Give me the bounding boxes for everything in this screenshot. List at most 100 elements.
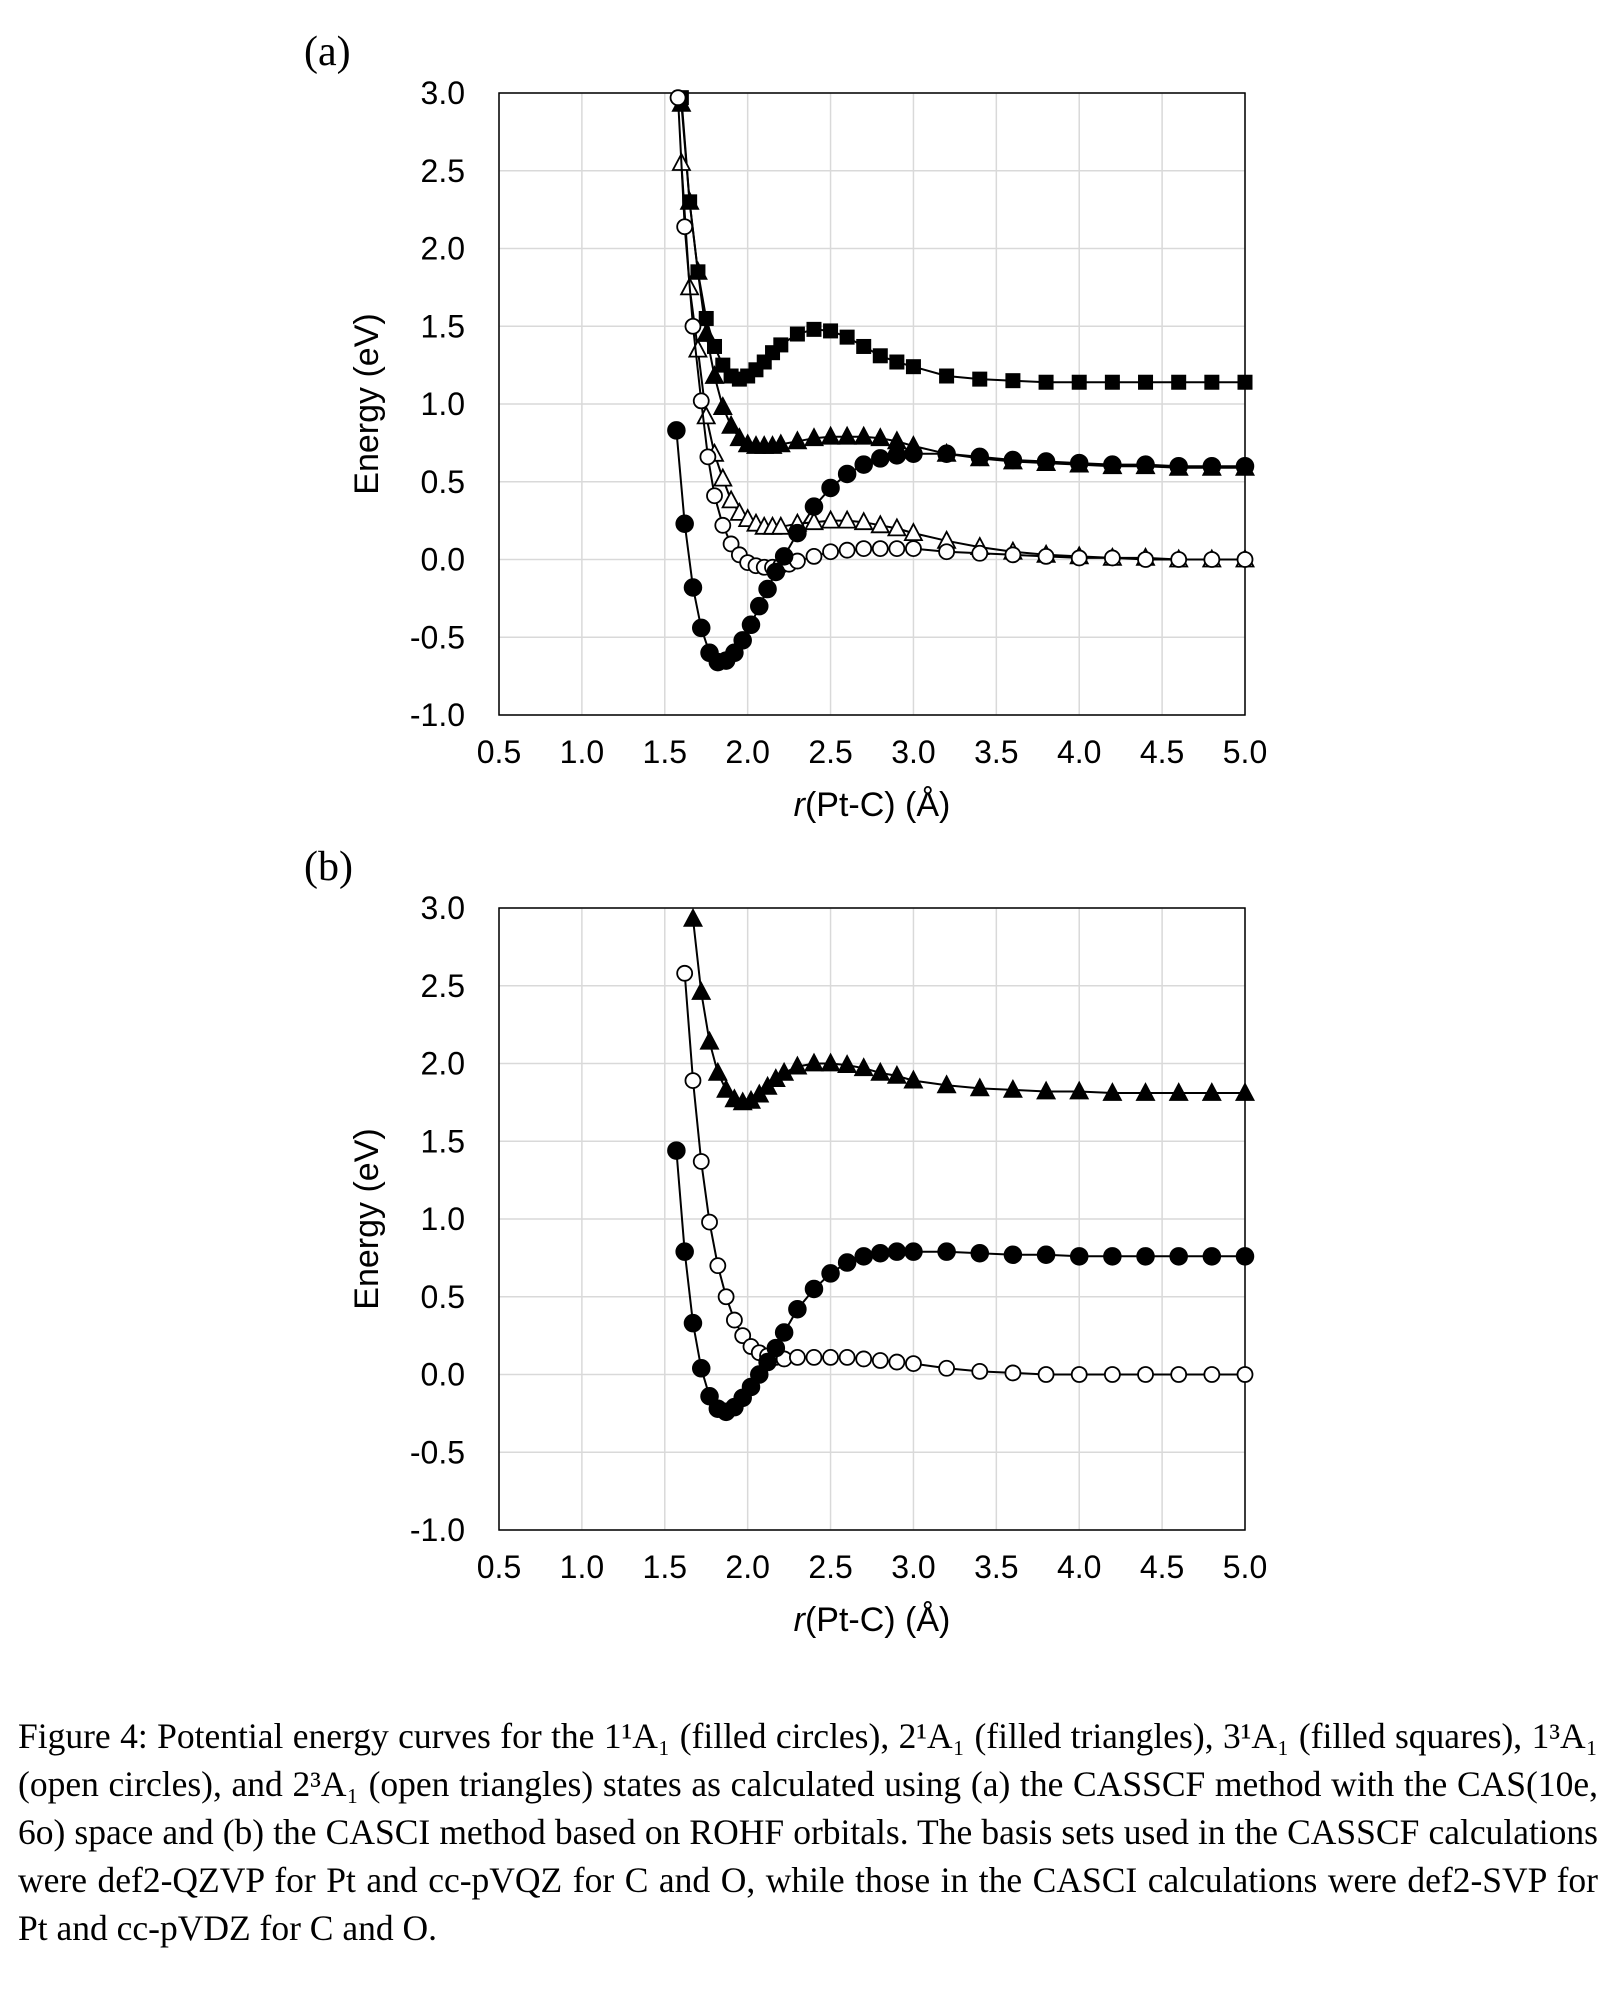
plot-frame bbox=[498, 92, 1246, 716]
data-point-filled-square bbox=[856, 338, 872, 354]
data-point-open-circle bbox=[822, 1348, 839, 1366]
data-point-filled-square bbox=[972, 371, 988, 387]
data-point-filled-triangle bbox=[696, 323, 717, 342]
data-point-open-circle bbox=[1137, 1366, 1154, 1383]
data-point-open-triangle bbox=[903, 522, 924, 541]
data-point-open-circle bbox=[669, 89, 687, 107]
y-tick-label: 2.5 bbox=[421, 153, 465, 189]
data-point-open-circle bbox=[709, 1257, 727, 1275]
data-point-open-circle bbox=[855, 540, 873, 558]
data-point-filled-triangle bbox=[787, 430, 808, 450]
data-point-open-circle bbox=[701, 1213, 718, 1231]
data-point-open-triangle bbox=[696, 405, 717, 425]
data-point-filled-circle bbox=[937, 1242, 956, 1261]
chart-b: 0.5 1.0 1.5 2.0 2.5 3.0 3.5 4.0 4.5 5.0 3.0 2.5 2.0 1… bbox=[348, 890, 1267, 1639]
data-point-filled-triangle bbox=[1002, 1078, 1023, 1098]
data-point-open-circle bbox=[1170, 1366, 1188, 1383]
data-point-filled-triangle bbox=[870, 427, 891, 447]
data-point-open-circle bbox=[1004, 546, 1022, 564]
data-point-filled-circle bbox=[758, 579, 777, 599]
y-tick-label: 0.0 bbox=[421, 542, 465, 578]
data-point-open-circle bbox=[971, 1362, 989, 1380]
data-point-open-circle bbox=[684, 317, 702, 335]
data-point-filled-circle bbox=[1202, 456, 1222, 476]
data-point-open-circle bbox=[1203, 551, 1221, 568]
data-point-filled-circle bbox=[854, 1247, 873, 1266]
data-point-open-circle bbox=[805, 547, 823, 565]
data-point-open-triangle bbox=[886, 517, 907, 537]
data-point-filled-circle bbox=[904, 444, 923, 464]
data-point-open-circle bbox=[822, 543, 839, 561]
data-point-filled-circle bbox=[675, 1242, 694, 1261]
data-point-open-circle bbox=[1070, 1366, 1088, 1383]
data-point-filled-triangle bbox=[853, 425, 874, 445]
x-tick-label: 2.5 bbox=[808, 1549, 852, 1585]
data-point-open-triangle bbox=[870, 514, 891, 534]
data-point-open-circle bbox=[722, 535, 740, 553]
data-point-open-triangle bbox=[804, 511, 824, 531]
x-axis-title-variable: r bbox=[794, 1601, 807, 1639]
data-point-open-triangle bbox=[770, 515, 791, 535]
data-point-filled-square bbox=[1237, 374, 1253, 390]
data-point-filled-circle bbox=[691, 618, 711, 638]
data-point-filled-circle bbox=[667, 421, 686, 440]
data-point-filled-square bbox=[839, 329, 855, 345]
series-filled-circle bbox=[667, 421, 1255, 672]
data-point-open-circle bbox=[692, 1153, 710, 1170]
series-line bbox=[680, 103, 1245, 469]
data-point-filled-triangle bbox=[1135, 1082, 1156, 1101]
data-point-filled-triangle bbox=[804, 427, 824, 447]
data-point-filled-square bbox=[823, 323, 839, 339]
data-point-open-circle bbox=[888, 540, 906, 558]
data-point-filled-square bbox=[806, 321, 822, 337]
data-point-filled-triangle bbox=[1102, 1082, 1123, 1101]
grid bbox=[498, 907, 1246, 1531]
data-point-open-circle bbox=[938, 543, 955, 561]
series-filled-circle bbox=[667, 1141, 1255, 1422]
data-point-filled-triangle bbox=[820, 1052, 841, 1072]
series-filled-square bbox=[673, 90, 1253, 390]
data-point-filled-circle bbox=[788, 1299, 807, 1319]
data-point-filled-circle bbox=[758, 1352, 777, 1372]
x-axis-title-rest: (Pt-C) (Å) bbox=[805, 786, 950, 824]
data-point-filled-circle bbox=[1169, 456, 1188, 476]
data-point-filled-square bbox=[905, 359, 921, 375]
y-tick-label: -1.0 bbox=[410, 697, 465, 733]
data-point-open-triangle bbox=[721, 489, 742, 509]
data-point-open-circle bbox=[717, 1288, 735, 1306]
data-point-filled-circle bbox=[667, 1141, 686, 1160]
data-point-open-circle bbox=[838, 1348, 856, 1366]
data-point-filled-square bbox=[1038, 374, 1054, 390]
series-open-circle bbox=[669, 89, 1254, 576]
data-point-filled-square bbox=[1171, 374, 1187, 390]
data-point-filled-circle bbox=[1036, 1245, 1056, 1265]
series-open-circle bbox=[676, 964, 1254, 1383]
y-tick-label: 1.5 bbox=[421, 308, 465, 344]
data-point-filled-triangle bbox=[712, 396, 733, 416]
data-point-filled-square bbox=[1138, 374, 1154, 390]
x-tick-label: 3.5 bbox=[974, 734, 1018, 770]
data-point-filled-circle bbox=[733, 631, 752, 650]
y-tick-label: 1.0 bbox=[421, 1201, 465, 1237]
y-tick-label: 0.5 bbox=[421, 464, 465, 500]
data-point-open-triangle bbox=[820, 509, 841, 529]
data-point-filled-circle bbox=[1235, 456, 1255, 476]
y-tick-label: -0.5 bbox=[410, 1434, 465, 1470]
x-tick-label: 2.0 bbox=[725, 734, 769, 770]
data-point-filled-triangle bbox=[1201, 1082, 1222, 1101]
x-tick-label: 4.5 bbox=[1140, 734, 1184, 770]
data-point-filled-circle bbox=[887, 446, 907, 465]
data-point-filled-triangle bbox=[716, 1078, 737, 1098]
data-point-filled-circle bbox=[1136, 1247, 1155, 1266]
data-point-filled-square bbox=[1005, 373, 1021, 389]
data-point-filled-square bbox=[773, 337, 789, 353]
y-tick-label: -0.5 bbox=[410, 619, 465, 655]
y-tick-label: 0.5 bbox=[421, 1279, 465, 1315]
y-tick-label: 2.0 bbox=[421, 231, 465, 267]
data-point-open-circle bbox=[706, 487, 723, 505]
data-point-filled-triangle bbox=[804, 1052, 824, 1072]
data-point-open-circle bbox=[905, 1355, 922, 1373]
panel-label-b: (b) bbox=[304, 844, 353, 890]
data-point-filled-circle bbox=[937, 444, 956, 464]
data-point-filled-circle bbox=[741, 615, 761, 635]
